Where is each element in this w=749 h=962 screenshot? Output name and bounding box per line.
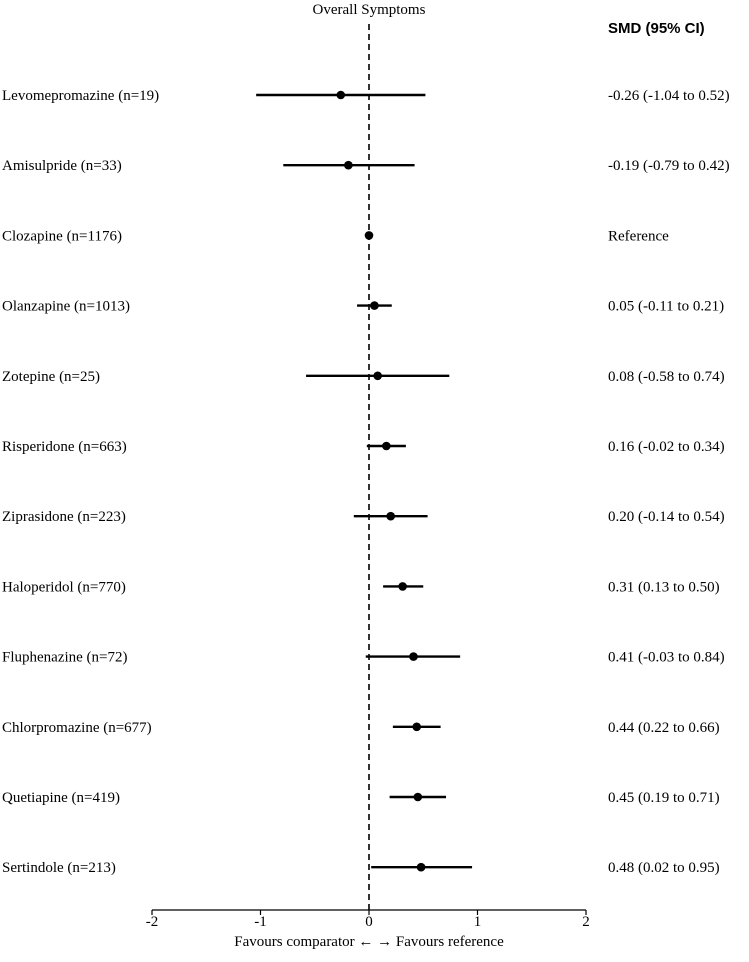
point-estimate: [416, 862, 426, 872]
row-label: Fluphenazine (n=72): [2, 650, 128, 666]
point-estimate: [364, 231, 374, 240]
point-estimate: [370, 301, 379, 310]
point-estimate: [344, 160, 353, 170]
x-axis-label: Favours comparator ← → Favours reference: [234, 934, 504, 950]
x-ticks: -2 -1 0 1 2: [146, 910, 590, 930]
row-label: Quetiapine (n=419): [2, 790, 120, 806]
point-estimate: [413, 792, 423, 802]
x-tick-label: -1: [254, 914, 267, 930]
ci-value: 0.45 (0.19 to 0.71): [608, 790, 720, 806]
x-tick-label: 2: [582, 914, 590, 930]
ci-column-header: SMD (95% CI): [608, 20, 705, 37]
ci-value: 0.31 (0.13 to 0.50): [608, 579, 720, 595]
x-tick-label: 1: [474, 914, 482, 930]
row-label: Chlorpromazine (n=677): [2, 720, 152, 736]
forest-row: Ziprasidone (n=223) 0.20 (-0.14 to 0.54): [2, 509, 725, 525]
forest-row: Haloperidol (n=770) 0.31 (0.13 to 0.50): [2, 579, 720, 595]
x-tick-label: -2: [146, 914, 159, 930]
ci-value: -0.26 (-1.04 to 0.52): [608, 88, 730, 104]
point-estimate: [412, 722, 422, 732]
forest-row: Clozapine (n=1176) Reference: [2, 228, 669, 244]
chart-title: Overall Symptoms: [313, 2, 426, 18]
point-estimate: [386, 511, 396, 521]
forest-row: Quetiapine (n=419) 0.45 (0.19 to 0.71): [2, 790, 720, 806]
forest-row: Zotepine (n=25) 0.08 (-0.58 to 0.74): [2, 369, 725, 385]
ci-value: 0.05 (-0.11 to 0.21): [608, 299, 724, 315]
ci-value: 0.48 (0.02 to 0.95): [608, 860, 720, 876]
ci-value: 0.16 (-0.02 to 0.34): [608, 439, 725, 455]
x-tick-label: 0: [365, 914, 373, 930]
point-estimate: [409, 652, 418, 661]
forest-row: Chlorpromazine (n=677) 0.44 (0.22 to 0.66…: [2, 720, 720, 736]
row-label: Haloperidol (n=770): [2, 579, 126, 595]
ci-value: -0.19 (-0.79 to 0.42): [608, 158, 730, 174]
ci-value: Reference: [608, 228, 669, 244]
rows-layer: Levomepromazine (n=19) -0.26 (-1.04 to 0.…: [2, 88, 730, 876]
ci-value: 0.08 (-0.58 to 0.74): [608, 369, 725, 385]
forest-row: Amisulpride (n=33) -0.19 (-0.79 to 0.42): [2, 158, 730, 174]
row-label: Olanzapine (n=1013): [2, 299, 130, 315]
forest-row: Olanzapine (n=1013) 0.05 (-0.11 to 0.21): [2, 299, 724, 315]
forest-row: Fluphenazine (n=72) 0.41 (-0.03 to 0.84): [2, 650, 725, 666]
forest-row: Sertindole (n=213) 0.48 (0.02 to 0.95): [2, 860, 720, 876]
point-estimate: [336, 90, 346, 100]
row-label: Zotepine (n=25): [2, 369, 100, 385]
ci-value: 0.44 (0.22 to 0.66): [608, 720, 720, 736]
forest-row: Levomepromazine (n=19) -0.26 (-1.04 to 0.…: [2, 88, 730, 104]
row-label: Ziprasidone (n=223): [2, 509, 126, 525]
row-label: Amisulpride (n=33): [2, 158, 122, 174]
row-label: Clozapine (n=1176): [2, 228, 122, 244]
ci-value: 0.20 (-0.14 to 0.54): [608, 509, 725, 525]
row-label: Risperidone (n=663): [2, 439, 127, 455]
point-estimate: [373, 371, 382, 381]
row-label: Sertindole (n=213): [2, 860, 116, 876]
ci-value: 0.41 (-0.03 to 0.84): [608, 650, 725, 666]
forest-row: Risperidone (n=663) 0.16 (-0.02 to 0.34): [2, 439, 725, 455]
point-estimate: [382, 441, 391, 451]
point-estimate: [398, 582, 407, 591]
row-label: Levomepromazine (n=19): [2, 88, 159, 104]
